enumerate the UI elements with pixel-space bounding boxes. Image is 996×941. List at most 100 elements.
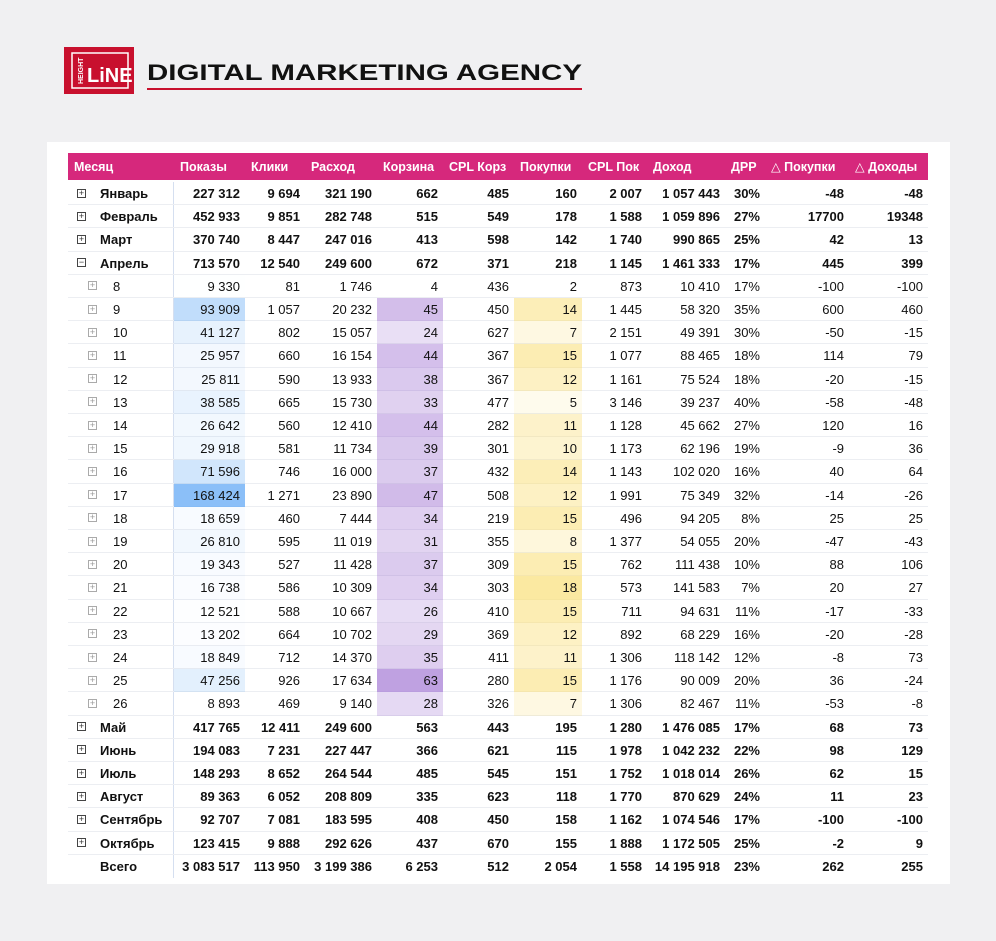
expand-toggle[interactable]: + xyxy=(88,512,97,523)
table-cell: 249 600 xyxy=(325,255,372,271)
expand-toggle[interactable]: + xyxy=(88,582,97,592)
expand-toggle[interactable]: + xyxy=(77,721,86,732)
table-cell: 6 052 xyxy=(267,789,300,805)
table-cell: 1 074 546 xyxy=(662,812,720,828)
expand-toggle[interactable]: + xyxy=(88,442,97,453)
table-cell: 432 xyxy=(487,464,509,480)
table-cell: 6 253 xyxy=(405,858,438,874)
table-cell: 195 xyxy=(555,719,577,735)
table-cell: 1 740 xyxy=(609,232,642,248)
table-cell: 600 xyxy=(822,302,844,318)
expand-toggle[interactable]: + xyxy=(88,419,97,430)
table-cell: 106 xyxy=(901,557,923,573)
table-cell: 292 626 xyxy=(325,835,372,851)
table-cell: 399 xyxy=(901,255,923,271)
table-cell: 11% xyxy=(734,696,760,712)
expand-toggle[interactable]: + xyxy=(88,350,97,360)
expand-toggle[interactable]: + xyxy=(77,814,86,824)
expand-toggle[interactable]: + xyxy=(88,698,97,708)
expand-toggle[interactable]: + xyxy=(88,303,97,314)
table-cell: 11 428 xyxy=(333,557,372,573)
table-cell: 17% xyxy=(733,255,760,271)
table-cell: 12 521 xyxy=(200,603,240,619)
row-label: Январь xyxy=(100,186,149,202)
table-cell: 7 444 xyxy=(339,510,372,526)
table-cell: 208 809 xyxy=(325,789,372,805)
table-cell: 303 xyxy=(487,580,509,596)
table-cell: 79 xyxy=(908,348,923,364)
table-cell: 262 xyxy=(822,858,844,874)
expand-toggle[interactable]: + xyxy=(77,767,86,778)
table-cell: 41 127 xyxy=(174,321,245,345)
expand-toggle[interactable]: + xyxy=(77,744,86,755)
table-cell: 194 083 xyxy=(193,742,240,758)
table-cell: 15 xyxy=(514,506,582,530)
expand-toggle[interactable]: + xyxy=(88,605,97,616)
table-cell: 7 xyxy=(514,692,582,716)
table-cell: 413 xyxy=(416,232,438,248)
table-cell: 873 xyxy=(620,278,642,294)
expand-toggle[interactable]: + xyxy=(88,628,97,639)
table-cell: 621 xyxy=(487,742,509,758)
table-cell: -53 xyxy=(825,696,844,712)
table-cell: 88 xyxy=(829,557,844,573)
table-cell: 1 145 xyxy=(609,255,642,271)
expand-toggle[interactable]: + xyxy=(77,790,86,801)
expand-toggle[interactable]: + xyxy=(88,373,97,384)
expand-toggle[interactable]: + xyxy=(88,674,97,685)
table-cell: 148 293 xyxy=(193,766,240,782)
expand-toggle[interactable]: − xyxy=(77,257,86,268)
expand-toggle[interactable]: + xyxy=(88,326,97,337)
table-cell: 11 019 xyxy=(333,534,372,550)
table-cell: 7 231 xyxy=(267,742,300,758)
table-cell: 19 343 xyxy=(174,553,245,577)
expand-toggle[interactable]: + xyxy=(88,651,97,662)
table-cell: 111 438 xyxy=(674,557,720,573)
expand-toggle[interactable]: + xyxy=(77,210,86,221)
expand-toggle[interactable]: + xyxy=(77,187,86,198)
table-cell: 17% xyxy=(733,278,760,294)
row-label: 14 xyxy=(113,418,128,434)
table-cell: 437 xyxy=(416,835,438,851)
table-cell: 581 xyxy=(278,441,300,457)
expand-toggle[interactable]: + xyxy=(88,466,97,476)
table-cell: 712 xyxy=(278,650,300,666)
row-separator xyxy=(68,575,928,577)
table-cell: 141 583 xyxy=(673,580,720,596)
table-cell: 94 205 xyxy=(680,510,720,526)
table-cell: 63 xyxy=(377,669,443,693)
row-label: 26 xyxy=(113,696,128,712)
table-cell: 75 524 xyxy=(680,371,720,387)
table-cell: 93 909 xyxy=(174,298,245,322)
row-separator xyxy=(68,320,928,322)
table-cell: 35% xyxy=(733,302,760,318)
table-cell: 227 312 xyxy=(193,186,240,202)
table-cell: 8 893 xyxy=(207,696,240,712)
expand-toggle[interactable]: + xyxy=(88,396,97,407)
expand-toggle[interactable]: + xyxy=(88,558,97,569)
expand-toggle[interactable]: + xyxy=(77,234,86,244)
table-cell: 92 707 xyxy=(200,812,240,828)
table-cell: 1 057 xyxy=(267,302,300,318)
table-cell: 123 415 xyxy=(193,835,240,851)
table-cell: 10 410 xyxy=(680,278,720,294)
table-cell: 1 306 xyxy=(609,650,642,666)
row-label: 17 xyxy=(113,487,128,503)
table-cell: 662 xyxy=(416,186,438,202)
table-cell: 411 xyxy=(488,650,509,666)
table-cell: 1 445 xyxy=(609,302,642,318)
table-cell: 588 xyxy=(278,603,300,619)
table-cell: 16 154 xyxy=(332,348,372,364)
expand-toggle[interactable]: + xyxy=(88,280,97,291)
table-cell: 1 770 xyxy=(609,789,642,805)
table-cell: 3 146 xyxy=(609,394,642,410)
brand-title: DIGITAL MARKETING AGENCY xyxy=(147,60,582,85)
row-separator xyxy=(68,807,928,809)
row-label: 20 xyxy=(113,557,128,573)
expand-toggle[interactable]: + xyxy=(77,837,86,848)
expand-toggle[interactable]: + xyxy=(88,489,97,500)
expand-toggle[interactable]: + xyxy=(88,535,97,546)
row-separator xyxy=(68,413,928,414)
table-cell: 660 xyxy=(278,348,300,364)
